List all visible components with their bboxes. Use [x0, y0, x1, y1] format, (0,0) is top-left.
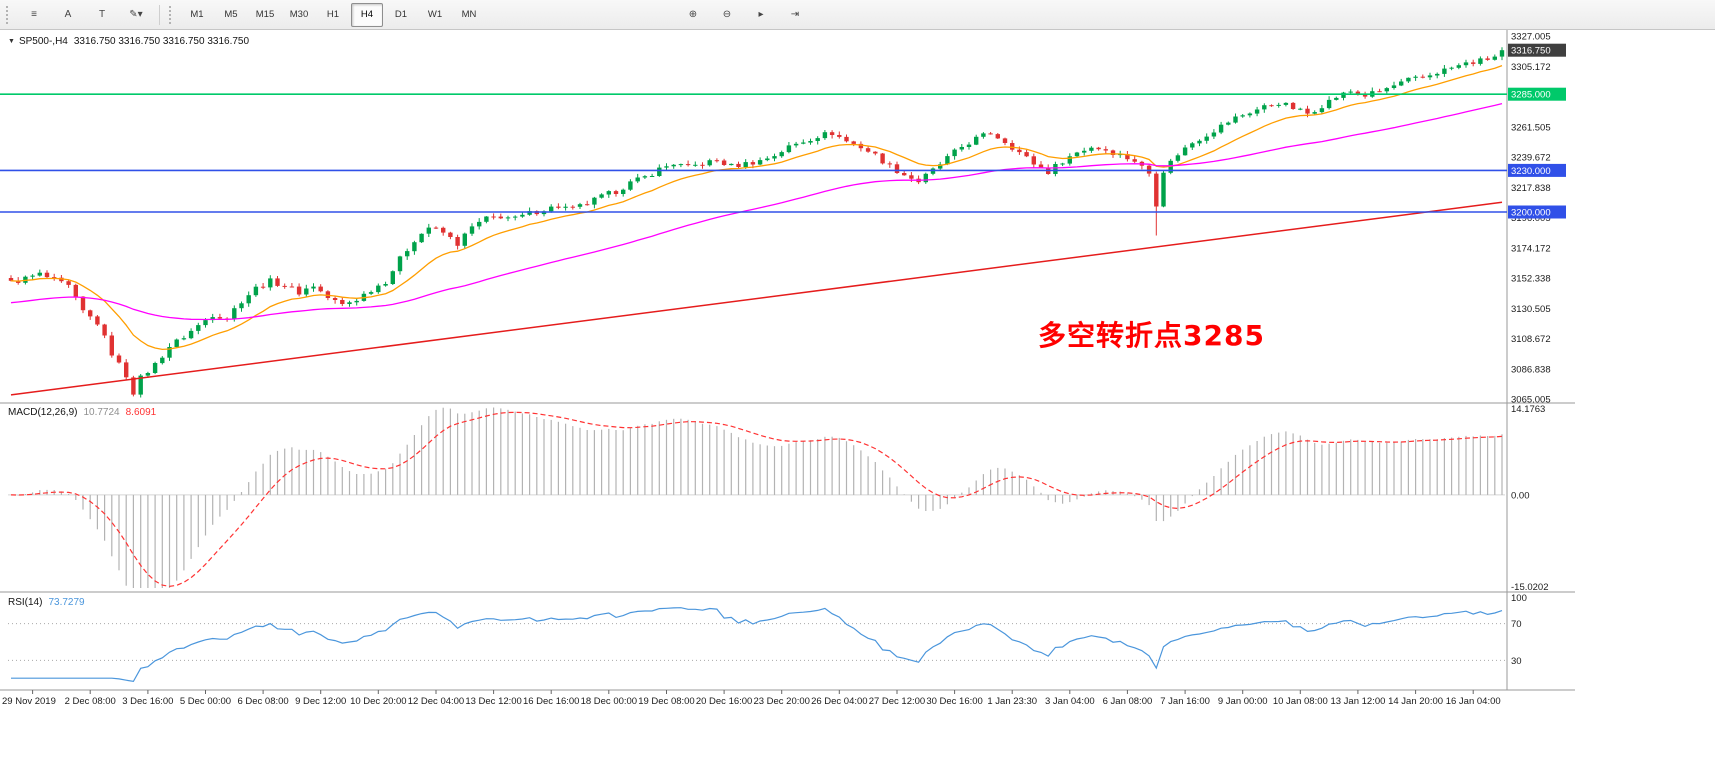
date-label: 12 Dec 04:00: [408, 696, 465, 707]
chart-collapse-icon[interactable]: ▼: [8, 38, 15, 45]
date-label: 13 Jan 12:00: [1330, 696, 1385, 707]
chart-title-bar: ▼ SP500-,H4 3316.750 3316.750 3316.750 331…: [8, 36, 255, 48]
macd-scale-zero: 0.00: [1511, 490, 1530, 501]
date-label: 19 Dec 08:00: [638, 696, 695, 707]
zoom-out-icon[interactable]: ⊖: [722, 9, 732, 20]
timeframe-d1-button[interactable]: D1: [394, 9, 408, 20]
date-label: 3 Dec 16:00: [122, 696, 173, 707]
ma-fast-line: [10, 64, 1503, 351]
timeframe-w1-button[interactable]: W1: [427, 9, 443, 20]
macd-indicator-label: MACD(12,26,9): [8, 407, 78, 418]
macd-main-value: 10.7724: [83, 407, 120, 418]
toolbar-left-group: ≡ A T ✎▾: [18, 3, 152, 27]
price-scale-label: 3108.672: [1511, 334, 1551, 345]
date-label: 13 Dec 12:00: [465, 696, 522, 707]
svg-text:3200.000: 3200.000: [1511, 207, 1551, 218]
svg-text:3285.000: 3285.000: [1511, 90, 1551, 101]
price-scale-label: 3152.338: [1511, 274, 1551, 285]
toolbar-separator: [159, 4, 160, 25]
timeframe-m15-button[interactable]: M15: [255, 9, 275, 20]
candles-layer: [8, 47, 1505, 398]
price-tag-3285.000: 3285.000: [1508, 87, 1566, 101]
date-label: 5 Dec 00:00: [180, 696, 231, 707]
macd-histogram: [17, 407, 1503, 588]
date-label: 9 Dec 12:00: [295, 696, 346, 707]
date-label: 1 Jan 23:30: [987, 696, 1037, 707]
date-label: 30 Dec 16:00: [926, 696, 983, 707]
date-label: 10 Jan 08:00: [1273, 696, 1328, 707]
svg-text:3230.000: 3230.000: [1511, 166, 1551, 177]
date-label: 23 Dec 20:00: [753, 696, 810, 707]
rsi-scale-70: 70: [1511, 619, 1522, 630]
timeframe-mn-button[interactable]: MN: [461, 9, 477, 20]
macd-label-bar: MACD(12,26,9) 10.7724 8.6091: [8, 407, 162, 419]
macd-scale-max: 14.1763: [1511, 404, 1545, 415]
date-label: 14 Jan 20:00: [1388, 696, 1443, 707]
timeframe-m30-button[interactable]: M30: [289, 9, 309, 20]
cursor-tool-icon[interactable]: A: [64, 9, 72, 20]
date-label: 16 Dec 16:00: [523, 696, 580, 707]
price-scale-label: 3130.505: [1511, 304, 1551, 315]
date-label: 9 Jan 00:00: [1218, 696, 1268, 707]
toolbar-grip[interactable]: [169, 5, 174, 24]
price-scale-label: 3305.172: [1511, 62, 1551, 73]
macd-scale-min: -15.0202: [1511, 582, 1549, 593]
ma-medium-line: [10, 102, 1503, 321]
date-label: 3 Jan 04:00: [1045, 696, 1095, 707]
draw-tools-icon[interactable]: ✎▾: [129, 9, 143, 20]
auto-scroll-icon[interactable]: ▸: [758, 9, 764, 20]
rsi-scale-100: 100: [1511, 593, 1527, 604]
date-label: 18 Dec 00:00: [581, 696, 638, 707]
toolbar-grip[interactable]: [6, 5, 11, 24]
date-label: 26 Dec 04:00: [811, 696, 868, 707]
chart-shift-icon[interactable]: ⇥: [790, 9, 800, 20]
chart-ohlc-values: 3316.750 3316.750 3316.750 3316.750: [73, 36, 250, 47]
zoom-in-icon[interactable]: ⊕: [688, 9, 698, 20]
price-scale-label: 3217.838: [1511, 183, 1551, 194]
rsi-scale-30: 30: [1511, 656, 1522, 667]
price-scale-label: 3327.005: [1511, 32, 1551, 43]
chart-symbol-title: SP500-,H4: [18, 36, 68, 47]
chart-text-annotation[interactable]: 多空转折点3285: [1038, 319, 1265, 352]
price-scale-label: 3239.672: [1511, 153, 1551, 164]
date-label: 20 Dec 16:00: [696, 696, 753, 707]
price-tag-3230.000: 3230.000: [1508, 163, 1566, 177]
menu-icon[interactable]: ≡: [31, 9, 37, 20]
price-scale-label: 3065.005: [1511, 395, 1551, 406]
timeframe-h4-button[interactable]: H4: [351, 2, 383, 27]
rsi-value: 73.7279: [48, 597, 85, 608]
date-label: 29 Nov 2019: [2, 696, 56, 707]
price-scale-label: 3174.172: [1511, 243, 1551, 254]
date-label: 6 Dec 08:00: [237, 696, 288, 707]
date-label: 10 Dec 20:00: [350, 696, 407, 707]
macd-signal-value: 8.6091: [125, 407, 157, 418]
timeframe-group: M1 M5 M15 M30 H1 H4 D1 W1 MN: [181, 2, 485, 27]
toolbar-right-group: ⊕ ⊖ ▸ ⇥: [677, 3, 811, 27]
price-tag-3200.000: 3200.000: [1508, 205, 1566, 219]
date-label: 7 Jan 16:00: [1160, 696, 1210, 707]
timeframe-m1-button[interactable]: M1: [190, 9, 204, 20]
date-label: 2 Dec 08:00: [65, 696, 116, 707]
toolbar: ≡ A T ✎▾ M1 M5 M15 M30 H1 H4 D1 W1 MN ⊕ ⊖ ▸ ⇥: [0, 0, 1715, 30]
svg-text:3316.750: 3316.750: [1511, 46, 1551, 57]
text-tool-icon[interactable]: T: [98, 9, 106, 20]
date-label: 16 Jan 04:00: [1446, 696, 1501, 707]
timeframe-h1-button[interactable]: H1: [326, 9, 340, 20]
timeframe-m5-button[interactable]: M5: [224, 9, 238, 20]
chart-area[interactable]: 3327.0053305.1723283.3383261.5053239.672…: [0, 30, 1575, 715]
current-price-tag: 3316.750: [1508, 43, 1566, 57]
ma-slow-line: [10, 201, 1503, 396]
price-scale-label: 3086.838: [1511, 364, 1551, 375]
macd-signal-line: [10, 411, 1503, 588]
rsi-label-bar: RSI(14) 73.7279: [8, 597, 91, 609]
rsi-line: [11, 607, 1503, 683]
rsi-indicator-label: RSI(14): [8, 597, 43, 608]
date-label: 27 Dec 12:00: [869, 696, 926, 707]
price-scale-label: 3261.505: [1511, 122, 1551, 133]
date-label: 6 Jan 08:00: [1103, 696, 1153, 707]
